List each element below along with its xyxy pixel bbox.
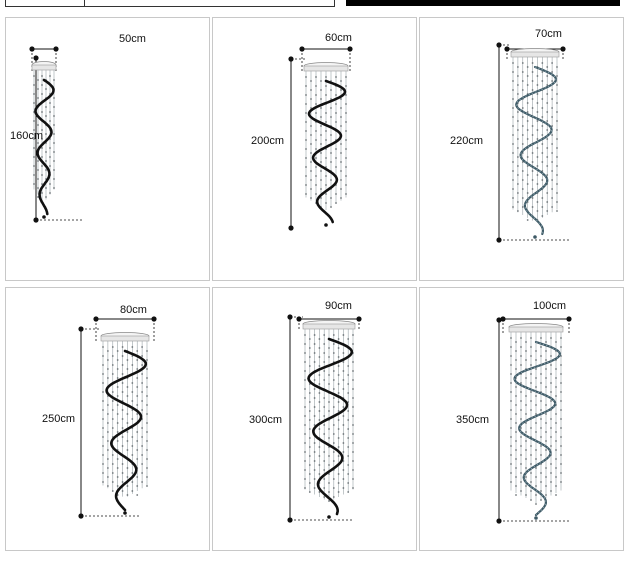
- width-label: 90cm: [325, 300, 352, 312]
- ceiling-canopy-rim: [100, 335, 150, 342]
- height-dimension-endpoint: [288, 225, 294, 231]
- ceiling-canopy-rim: [508, 326, 564, 333]
- width-label: 80cm: [120, 304, 147, 316]
- product-panel-6: 100cm 350cm: [419, 287, 624, 551]
- chandelier-drawing-2: [288, 46, 353, 231]
- pendant-drop: [123, 511, 127, 515]
- product-panel-1: 50cm 160cm: [5, 17, 210, 281]
- height-label: 300cm: [249, 414, 283, 426]
- width-label: 50cm: [119, 33, 146, 45]
- height-label: 160cm: [10, 130, 44, 142]
- spiral-ribbon: [307, 337, 354, 516]
- crystal-strands: [510, 332, 562, 505]
- crystal-strands: [304, 329, 354, 502]
- pendant-drop: [324, 223, 328, 227]
- chandelier-drawing-1: [29, 46, 83, 223]
- chandelier-drawing-4: [78, 316, 157, 519]
- pendant-drop: [327, 515, 331, 519]
- crystal-strands: [512, 57, 558, 221]
- product-panel-5: 90cm 300cm: [212, 287, 417, 551]
- width-label: 100cm: [533, 300, 567, 312]
- spiral-ribbon: [105, 349, 148, 512]
- spiral-crystal-beads: [515, 66, 557, 235]
- height-label: 220cm: [450, 135, 484, 147]
- chandelier-drawing-3: [496, 42, 570, 243]
- ceiling-canopy-rim: [303, 65, 349, 72]
- width-label: 70cm: [535, 28, 562, 40]
- height-dimension-endpoint: [33, 55, 39, 61]
- spiral-crystal-beads: [514, 341, 561, 516]
- top-dark-bar: [346, 0, 620, 6]
- pendant-drop: [533, 235, 537, 239]
- pendant-drop: [534, 516, 538, 520]
- chandelier-drawing-5: [287, 314, 362, 523]
- product-panel-3: 70cm 220cm: [419, 17, 624, 281]
- ceiling-canopy-rim: [510, 51, 560, 58]
- product-panel-4: 80cm 250cm: [5, 287, 210, 551]
- width-label: 60cm: [325, 32, 352, 44]
- ceiling-canopy-rim: [31, 64, 57, 71]
- chandelier-drawing-6: [496, 316, 572, 524]
- pendant-drop: [42, 215, 46, 219]
- height-label: 250cm: [42, 413, 76, 425]
- height-label: 200cm: [251, 135, 285, 147]
- crystal-strands: [102, 341, 148, 497]
- spiral-ribbon: [307, 79, 347, 224]
- top-table-fragment: [5, 0, 335, 7]
- spiral-ribbon: [34, 78, 55, 216]
- crystal-strands: [305, 71, 347, 210]
- ceiling-canopy-rim: [302, 323, 356, 330]
- product-panel-2: 60cm 200cm: [212, 17, 417, 281]
- height-label: 350cm: [456, 414, 490, 426]
